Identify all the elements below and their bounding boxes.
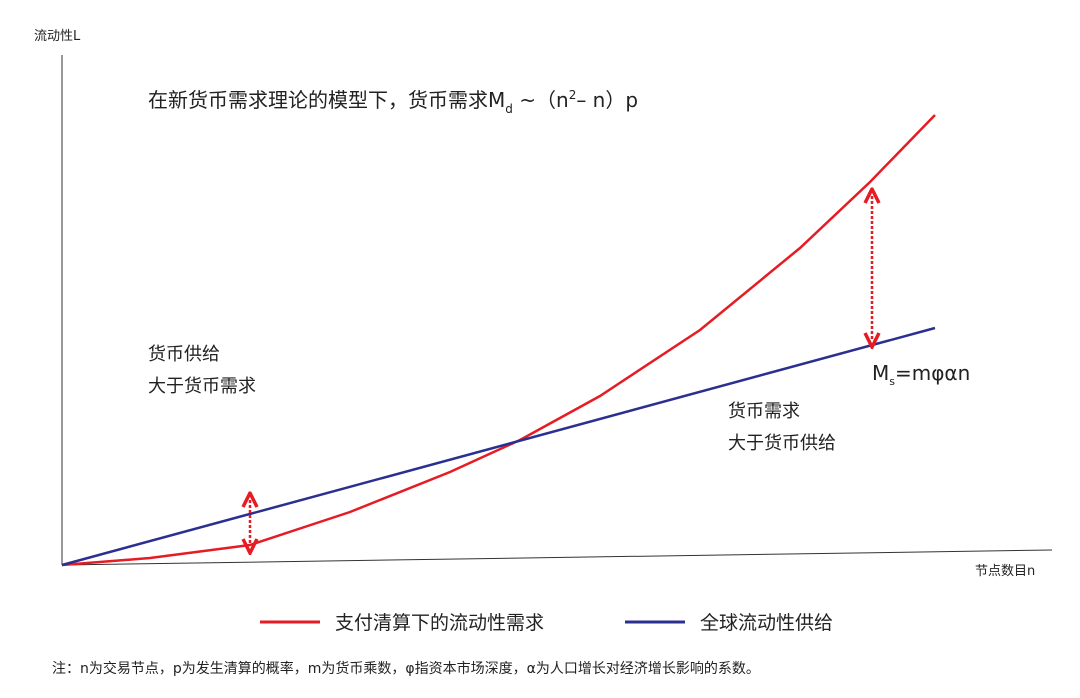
annotation: 货币供给 bbox=[148, 344, 220, 365]
legend-label: 支付清算下的流动性需求 bbox=[335, 612, 544, 634]
title: 在新货币需求理论的模型下，货币需求Md ~（n2– n）p bbox=[148, 88, 638, 116]
demand-curve bbox=[61, 114, 936, 567]
annotation: 大于货币需求 bbox=[148, 376, 256, 397]
annotation: 大于货币供给 bbox=[728, 433, 836, 454]
supply-line bbox=[61, 326, 936, 567]
note: 注：n为交易节点，p为发生清算的概率，m为货币乘数，φ指资本市场深度，α为人口增… bbox=[52, 660, 760, 677]
y-axis-label: 流动性L bbox=[34, 29, 81, 44]
legend-label: 全球流动性供给 bbox=[700, 612, 833, 634]
x-axis bbox=[61, 549, 1053, 566]
annotation: 货币需求 bbox=[728, 401, 800, 422]
x-axis-label: 节点数目n bbox=[975, 564, 1035, 579]
supply-formula: Ms=mφαn bbox=[872, 361, 970, 388]
